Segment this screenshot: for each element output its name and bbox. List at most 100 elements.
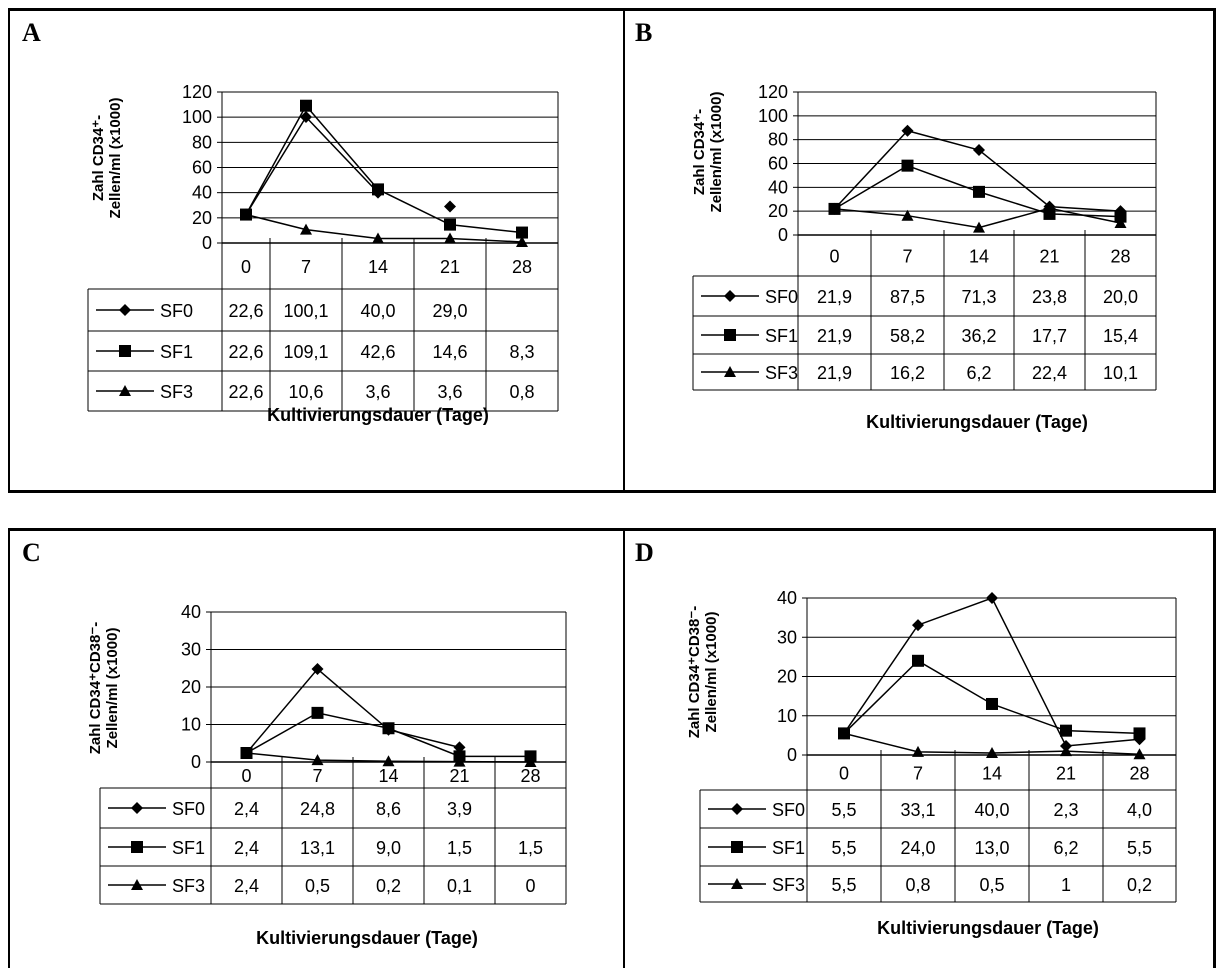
legend-label: SF1 <box>765 326 798 346</box>
data-label: 13,0 <box>974 838 1009 858</box>
legend-diamond-marker <box>131 802 143 814</box>
legend-square-marker <box>724 329 736 341</box>
point-sf3 <box>973 221 985 233</box>
y-tick-label: 10 <box>181 715 201 735</box>
data-label: 5,5 <box>831 875 856 895</box>
y-tick-label: 40 <box>192 183 212 203</box>
data-label: 0,2 <box>1127 875 1152 895</box>
data-label: 40,0 <box>360 301 395 321</box>
data-label: 13,1 <box>300 838 335 858</box>
data-label: 87,5 <box>890 287 925 307</box>
y-tick-label: 0 <box>787 745 797 765</box>
point-sf3 <box>444 232 456 244</box>
data-label: 0,8 <box>905 875 930 895</box>
series-line-sf1 <box>843 659 1140 735</box>
panel-a-x-axis-label: Kultivierungsdauer (Tage) <box>267 405 489 425</box>
point-sf3 <box>300 223 312 235</box>
y-tick-label: 120 <box>182 82 212 102</box>
point-sf1 <box>382 722 395 735</box>
data-label: 8,3 <box>509 342 534 362</box>
point-sf1 <box>1114 210 1127 223</box>
data-label: 58,2 <box>890 326 925 346</box>
legend-label: SF0 <box>765 287 798 307</box>
point-sf3 <box>382 755 395 767</box>
panel-c-chart: 0 10 20 30 40 0 7 14 21 28 SF0 2,4 24,8 8,6 3,9 SF1 2,4 1… <box>99 602 567 905</box>
data-label: 0,5 <box>979 875 1004 895</box>
point-sf1 <box>986 697 998 710</box>
series-line-sf0 <box>245 667 460 754</box>
legend-diamond-marker <box>119 304 131 316</box>
legend-triangle-marker <box>119 385 131 396</box>
panel-d-x-axis-label: Kultivierungsdauer (Tage) <box>877 918 1099 938</box>
panel-b-letter: B <box>635 18 653 47</box>
data-label: 21,9 <box>817 326 852 346</box>
legend-triangle-marker <box>731 878 743 889</box>
legend-triangle-marker <box>724 366 736 377</box>
point-sf1 <box>311 706 324 719</box>
data-label: 10,6 <box>288 382 323 402</box>
y-tick-label: 20 <box>181 677 201 697</box>
point-sf3 <box>901 209 914 221</box>
legend-diamond-marker <box>731 803 743 815</box>
point-sf3 <box>1133 748 1146 760</box>
x-tick-label: 0 <box>241 766 251 786</box>
data-label: 5,5 <box>1127 838 1152 858</box>
legend-label: SF3 <box>772 875 805 895</box>
y-tick-label: 40 <box>181 602 201 622</box>
point-sf1 <box>973 185 985 198</box>
data-label: 3,6 <box>365 382 390 402</box>
x-tick-label: 14 <box>368 257 388 277</box>
y-tick-label: 20 <box>192 208 212 228</box>
x-tick-label: 21 <box>449 766 469 786</box>
y-tick-label: 0 <box>191 752 201 772</box>
data-label: 10,1 <box>1103 363 1138 383</box>
data-label: 40,0 <box>974 800 1009 820</box>
legend-diamond-marker <box>724 290 736 302</box>
data-label: 22,6 <box>228 301 263 321</box>
data-label: 9,0 <box>376 838 401 858</box>
point-sf3 <box>912 745 924 757</box>
data-label: 36,2 <box>961 326 996 346</box>
legend-label: SF3 <box>172 876 205 896</box>
data-label: 5,5 <box>831 800 856 820</box>
y-tick-label: 80 <box>768 130 788 150</box>
point-sf1 <box>1060 724 1072 737</box>
point-sf1 <box>912 654 924 667</box>
y-tick-label: 0 <box>778 225 788 245</box>
y-tick-label: 100 <box>182 107 212 127</box>
point-sf0 <box>986 592 998 604</box>
point-sf0 <box>912 619 924 632</box>
y-tick-label: 20 <box>768 201 788 221</box>
x-tick-label: 7 <box>301 257 311 277</box>
data-label: 0,5 <box>305 876 330 896</box>
data-label: 4,0 <box>1127 800 1152 820</box>
panel-d-frame <box>623 528 1216 968</box>
data-label: 33,1 <box>900 800 935 820</box>
point-sf1 <box>372 183 384 196</box>
data-label: 24,8 <box>300 799 335 819</box>
data-label: 6,2 <box>1053 838 1078 858</box>
y-tick-label: 30 <box>181 640 201 660</box>
x-tick-label: 21 <box>1056 764 1076 784</box>
data-label: 22,6 <box>228 382 263 402</box>
point-sf3 <box>986 747 998 759</box>
point-sf0 <box>901 124 914 137</box>
data-label: 0,1 <box>447 876 472 896</box>
x-tick-label: 21 <box>440 257 460 277</box>
point-sf3 <box>838 727 850 739</box>
point-sf3 <box>1060 745 1072 757</box>
data-label: 21,9 <box>817 363 852 383</box>
series-line-sf0 <box>833 129 1121 212</box>
legend-label: SF1 <box>772 838 805 858</box>
panel-b-x-axis-label: Kultivierungsdauer (Tage) <box>866 412 1088 432</box>
point-sf1 <box>1133 727 1146 740</box>
point-sf1 <box>300 99 312 112</box>
data-label: 0,2 <box>376 876 401 896</box>
y-tick-label: 100 <box>758 106 788 126</box>
x-tick-label: 0 <box>241 257 251 277</box>
y-tick-label: 60 <box>768 154 788 174</box>
data-label: 100,1 <box>283 301 328 321</box>
data-label: 22,6 <box>228 342 263 362</box>
y-tick-label: 80 <box>192 132 212 152</box>
legend-square-marker <box>131 841 143 853</box>
